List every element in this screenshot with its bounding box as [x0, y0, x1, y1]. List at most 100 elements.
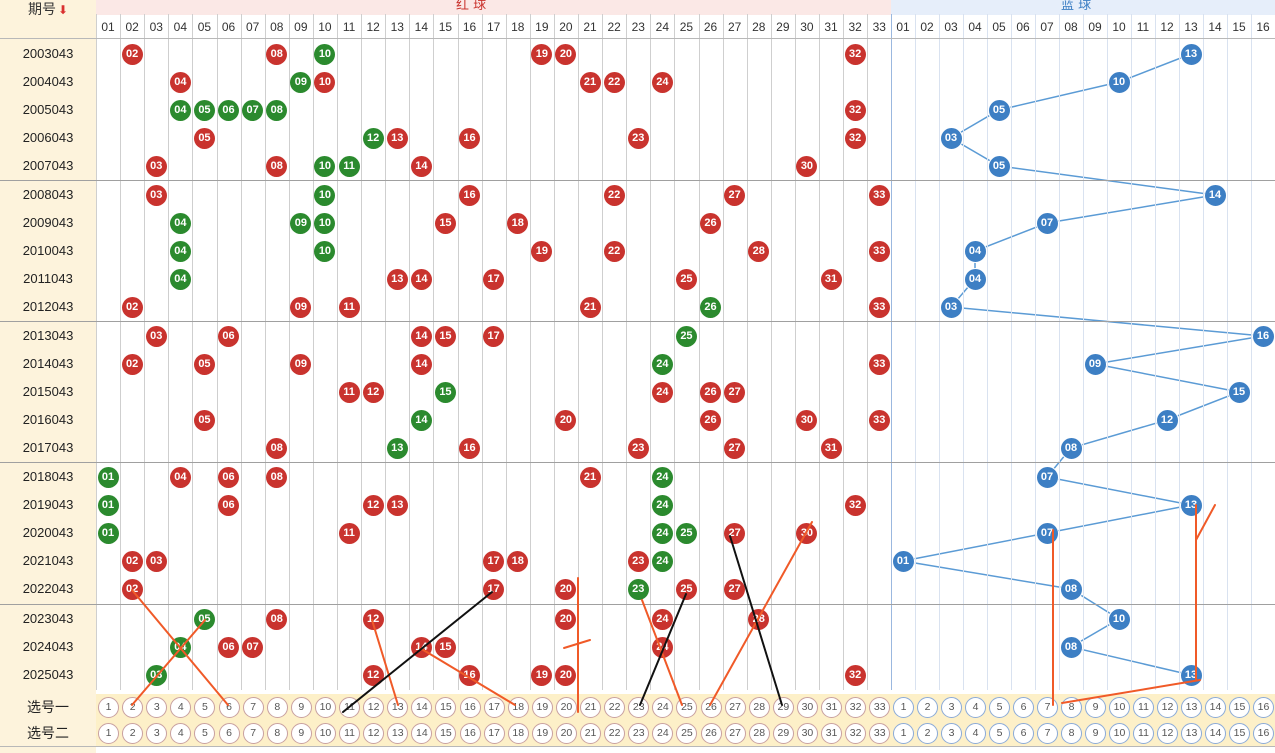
red-ball[interactable]: 10	[314, 212, 336, 234]
period-header[interactable]: 期号 ⬇	[0, 0, 96, 18]
red-column-header[interactable]: 07	[245, 20, 260, 34]
red-ball[interactable]: 28	[748, 608, 770, 630]
pick-red-number[interactable]: 16	[459, 696, 481, 718]
blue-ball[interactable]: 13	[1179, 493, 1203, 517]
red-ball[interactable]: 13	[386, 437, 408, 459]
red-ball[interactable]: 22	[603, 71, 625, 93]
blue-column-header[interactable]: 16	[1256, 20, 1270, 34]
red-ball[interactable]: 08	[266, 43, 288, 65]
red-ball[interactable]: 16	[459, 127, 481, 149]
red-ball[interactable]: 10	[314, 71, 336, 93]
pick-blue-number[interactable]: 13	[1181, 696, 1202, 718]
red-ball[interactable]: 13	[386, 127, 408, 149]
red-ball[interactable]: 04	[169, 636, 191, 658]
pick-red-number[interactable]: 28	[748, 722, 770, 744]
red-ball[interactable]: 18	[507, 212, 529, 234]
pick-blue-number[interactable]: 14	[1205, 722, 1226, 744]
red-ball[interactable]: 32	[844, 664, 866, 686]
pick-red-number[interactable]: 32	[845, 722, 867, 744]
pick-red-number[interactable]: 26	[700, 696, 722, 718]
red-ball[interactable]: 18	[507, 550, 529, 572]
red-ball[interactable]: 26	[700, 212, 722, 234]
red-ball[interactable]: 15	[434, 636, 456, 658]
pick-red-number[interactable]: 21	[580, 696, 602, 718]
pick-blue-number[interactable]: 5	[989, 696, 1010, 718]
red-ball[interactable]: 19	[531, 664, 553, 686]
red-column-header[interactable]: 21	[583, 20, 597, 34]
red-column-header[interactable]: 08	[270, 20, 284, 34]
red-column-header[interactable]: 05	[197, 20, 212, 34]
red-ball[interactable]: 10	[314, 155, 336, 177]
red-ball[interactable]: 33	[868, 353, 890, 375]
pick-red-number[interactable]: 4	[170, 696, 192, 718]
pick-blue-number[interactable]: 3	[941, 696, 962, 718]
red-column-header[interactable]: 24	[655, 20, 670, 34]
red-ball[interactable]: 02	[121, 578, 143, 600]
red-ball[interactable]: 20	[555, 43, 577, 65]
pick-blue-number[interactable]: 1	[893, 696, 914, 718]
red-column-header[interactable]: 27	[727, 20, 742, 34]
blue-column-header[interactable]: 13	[1184, 20, 1198, 34]
pick-red-number[interactable]: 15	[435, 696, 457, 718]
pick-red-number[interactable]: 3	[146, 696, 168, 718]
pick-blue-number[interactable]: 14	[1205, 696, 1226, 718]
red-ball[interactable]: 02	[121, 550, 143, 572]
red-ball[interactable]: 05	[193, 409, 215, 431]
red-ball[interactable]: 14	[410, 409, 432, 431]
blue-ball[interactable]: 05	[987, 154, 1011, 178]
pick-red-number[interactable]: 6	[218, 696, 240, 718]
red-ball[interactable]: 04	[169, 99, 191, 121]
pick-red-number[interactable]: 1	[98, 696, 120, 718]
pick-red-number[interactable]: 9	[290, 696, 312, 718]
red-ball[interactable]: 06	[218, 494, 240, 516]
pick-red-number[interactable]: 15	[435, 722, 457, 744]
pick-red-number[interactable]: 25	[676, 696, 698, 718]
red-ball[interactable]: 20	[555, 608, 577, 630]
red-ball[interactable]: 01	[97, 522, 119, 544]
red-column-header[interactable]: 28	[752, 20, 766, 34]
red-ball[interactable]: 33	[868, 409, 890, 431]
pick-red-number[interactable]: 29	[772, 696, 794, 718]
red-ball[interactable]: 24	[651, 636, 673, 658]
blue-ball[interactable]: 16	[1251, 324, 1275, 348]
pick-red-number[interactable]: 8	[266, 722, 288, 744]
red-ball[interactable]: 15	[434, 325, 456, 347]
pick-red-number[interactable]: 31	[821, 696, 843, 718]
pick-blue-number[interactable]: 12	[1157, 696, 1178, 718]
red-column-header[interactable]: 10	[318, 20, 332, 34]
pick-red-number[interactable]: 6	[218, 722, 240, 744]
pick-blue-number[interactable]: 6	[1013, 696, 1034, 718]
red-ball[interactable]: 24	[651, 550, 673, 572]
blue-column-header[interactable]: 08	[1064, 20, 1078, 34]
pick-blue-number[interactable]: 15	[1229, 722, 1250, 744]
red-ball[interactable]: 11	[338, 522, 360, 544]
red-ball[interactable]: 24	[651, 381, 673, 403]
pick-blue-number[interactable]: 10	[1109, 722, 1130, 744]
pick-blue-number[interactable]: 4	[965, 696, 986, 718]
pick-red-number[interactable]: 19	[531, 696, 553, 718]
blue-column-header[interactable]: 12	[1160, 20, 1174, 34]
pick-red-number[interactable]: 23	[628, 696, 650, 718]
red-ball[interactable]: 21	[579, 71, 601, 93]
red-ball[interactable]: 27	[724, 184, 746, 206]
pick-red-number[interactable]: 14	[411, 696, 433, 718]
pick-red-number[interactable]: 32	[845, 696, 867, 718]
red-ball[interactable]: 27	[724, 522, 746, 544]
blue-column-header[interactable]: 10	[1112, 20, 1126, 34]
blue-ball[interactable]: 08	[1059, 635, 1083, 659]
red-ball[interactable]: 04	[169, 240, 191, 262]
red-ball[interactable]: 14	[410, 353, 432, 375]
red-ball[interactable]: 08	[266, 608, 288, 630]
pick-red-number[interactable]: 17	[483, 696, 505, 718]
red-ball[interactable]: 20	[555, 664, 577, 686]
red-ball[interactable]: 11	[338, 381, 360, 403]
red-ball[interactable]: 21	[579, 466, 601, 488]
red-ball[interactable]: 17	[483, 325, 505, 347]
pick-red-number[interactable]: 22	[604, 696, 626, 718]
red-ball[interactable]: 25	[675, 268, 697, 290]
blue-column-header[interactable]: 01	[896, 20, 910, 34]
pick-blue-number[interactable]: 7	[1037, 722, 1058, 744]
red-column-header[interactable]: 32	[848, 20, 862, 34]
red-ball[interactable]: 06	[218, 99, 240, 121]
pick-blue-number[interactable]: 8	[1061, 696, 1082, 718]
